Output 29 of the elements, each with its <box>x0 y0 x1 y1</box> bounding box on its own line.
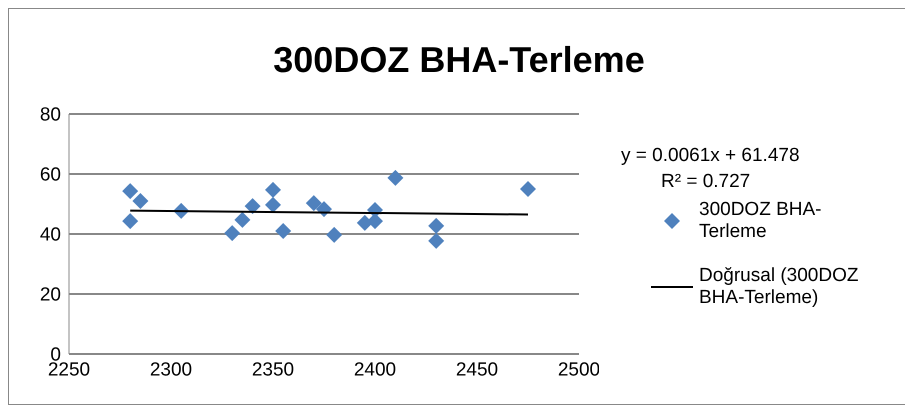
point <box>428 232 444 249</box>
x-tick-label: 2400 <box>354 359 396 380</box>
chart-title: 300DOZ BHA-Terleme <box>272 39 646 81</box>
legend-label: Doğrusal (300DOZ BHA-Terleme) <box>699 265 860 309</box>
y-tick-label: 60 <box>40 164 61 186</box>
text: y = 0.0061x + 61.478 <box>621 145 800 167</box>
x-tick-label: 2450 <box>456 359 498 380</box>
y-tick-label: 20 <box>40 284 61 306</box>
point <box>122 183 138 200</box>
legend-label: 300DOZ BHA-Terleme <box>699 199 822 243</box>
point <box>275 223 292 239</box>
point <box>387 170 404 186</box>
point <box>132 193 148 209</box>
x-tick-label: 2500 <box>558 359 600 380</box>
y-tick-label: 40 <box>40 224 61 246</box>
x-tick-label: 2300 <box>150 359 192 380</box>
y-tick-label: 80 <box>40 104 61 126</box>
point <box>265 182 281 198</box>
point <box>122 213 138 230</box>
point <box>244 198 261 214</box>
point <box>326 226 342 243</box>
x-tick-label: 2350 <box>252 359 294 380</box>
point <box>520 181 536 197</box>
point <box>428 218 444 234</box>
point <box>234 212 250 228</box>
point <box>265 196 281 213</box>
text: R² = 0.727 <box>661 171 750 193</box>
point <box>306 195 322 212</box>
point <box>224 225 240 242</box>
